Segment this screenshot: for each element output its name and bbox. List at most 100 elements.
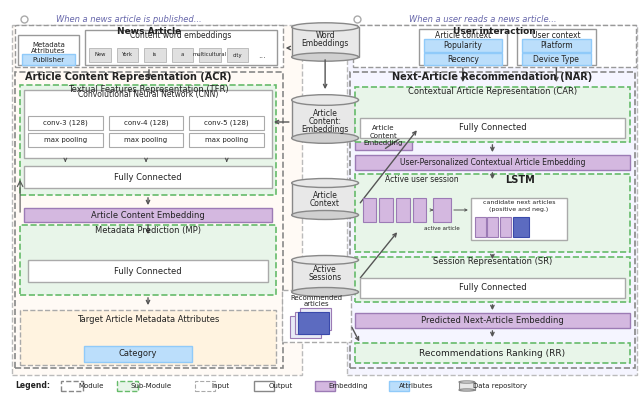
Bar bbox=[355, 120, 412, 150]
Ellipse shape bbox=[292, 288, 358, 296]
Bar bbox=[349, 72, 635, 368]
Bar bbox=[195, 381, 215, 391]
Text: city: city bbox=[233, 52, 243, 58]
Bar bbox=[355, 343, 630, 363]
Bar bbox=[109, 133, 184, 147]
Bar bbox=[513, 217, 529, 237]
Text: max pooling: max pooling bbox=[124, 137, 168, 143]
Bar bbox=[89, 48, 111, 62]
Bar bbox=[413, 198, 426, 222]
Bar bbox=[488, 217, 499, 237]
Text: Attributes: Attributes bbox=[399, 383, 434, 389]
Bar bbox=[294, 312, 326, 334]
Text: News Article: News Article bbox=[117, 28, 181, 36]
Bar bbox=[24, 90, 272, 158]
Text: Sessions: Sessions bbox=[308, 274, 342, 282]
Text: Article: Article bbox=[313, 108, 337, 118]
Bar bbox=[24, 166, 272, 188]
Bar bbox=[355, 155, 630, 170]
Text: Fully Connected: Fully Connected bbox=[459, 284, 526, 292]
Bar bbox=[355, 87, 630, 142]
Text: Embedding: Embedding bbox=[364, 140, 403, 146]
Text: Target Article Metadata Attributes: Target Article Metadata Attributes bbox=[77, 314, 219, 324]
Bar bbox=[28, 116, 103, 130]
Bar bbox=[419, 29, 507, 65]
Text: Publisher: Publisher bbox=[33, 56, 65, 62]
Bar bbox=[199, 48, 221, 62]
Bar bbox=[15, 72, 283, 368]
Bar bbox=[116, 48, 138, 62]
Bar bbox=[290, 316, 321, 338]
Text: LSTM: LSTM bbox=[505, 175, 535, 185]
Ellipse shape bbox=[459, 389, 475, 391]
Text: Popularity: Popularity bbox=[444, 41, 483, 50]
Text: Module: Module bbox=[78, 383, 104, 389]
Ellipse shape bbox=[292, 95, 358, 105]
Bar bbox=[189, 116, 264, 130]
Ellipse shape bbox=[459, 381, 475, 383]
Text: Article: Article bbox=[372, 125, 394, 131]
Bar bbox=[360, 118, 625, 138]
Bar bbox=[433, 198, 451, 222]
Text: Metadata: Metadata bbox=[32, 42, 65, 48]
Text: conv-4 (128): conv-4 (128) bbox=[124, 120, 168, 126]
Bar bbox=[116, 381, 138, 391]
Bar bbox=[18, 35, 79, 65]
Bar bbox=[254, 381, 274, 391]
Text: Embeddings: Embeddings bbox=[301, 124, 349, 134]
Text: Embedding: Embedding bbox=[328, 383, 367, 389]
Bar bbox=[360, 278, 625, 298]
Bar bbox=[292, 183, 358, 215]
Bar bbox=[475, 217, 486, 237]
Text: (positive and neg.): (positive and neg.) bbox=[490, 206, 548, 212]
Text: articles: articles bbox=[303, 301, 329, 307]
Text: Output: Output bbox=[269, 383, 293, 389]
Text: Device Type: Device Type bbox=[533, 54, 579, 64]
Bar bbox=[389, 381, 409, 391]
Bar bbox=[292, 27, 358, 57]
Bar bbox=[84, 346, 192, 362]
Text: Attributes: Attributes bbox=[31, 48, 66, 54]
Bar bbox=[292, 100, 358, 138]
Text: Content:: Content: bbox=[308, 116, 342, 126]
Text: Content: Content bbox=[369, 133, 397, 139]
Ellipse shape bbox=[292, 256, 358, 264]
Bar bbox=[189, 133, 264, 147]
Bar bbox=[522, 53, 591, 65]
Text: Active user session: Active user session bbox=[385, 176, 458, 184]
Bar bbox=[20, 85, 276, 195]
Text: Platform: Platform bbox=[540, 41, 573, 50]
Text: is: is bbox=[153, 52, 157, 58]
Text: Article context: Article context bbox=[435, 32, 491, 40]
Bar bbox=[24, 208, 272, 222]
Bar bbox=[292, 260, 358, 292]
Bar bbox=[459, 382, 475, 390]
Bar bbox=[500, 217, 511, 237]
Ellipse shape bbox=[292, 23, 358, 31]
Bar bbox=[424, 39, 502, 52]
Bar bbox=[380, 198, 393, 222]
Bar bbox=[300, 308, 331, 330]
Text: Recommended: Recommended bbox=[291, 295, 342, 301]
Text: Legend:: Legend: bbox=[15, 382, 51, 390]
Bar bbox=[355, 313, 630, 328]
Text: conv-5 (128): conv-5 (128) bbox=[204, 120, 249, 126]
Bar bbox=[424, 53, 502, 65]
Bar bbox=[20, 310, 276, 365]
Text: Fully Connected: Fully Connected bbox=[114, 266, 182, 276]
Bar bbox=[355, 174, 630, 252]
Ellipse shape bbox=[292, 133, 358, 143]
Bar bbox=[347, 25, 637, 375]
Bar bbox=[471, 198, 567, 240]
Text: a: a bbox=[181, 52, 184, 58]
Text: Session Representation (SR): Session Representation (SR) bbox=[433, 258, 552, 266]
Bar bbox=[172, 48, 193, 62]
Bar bbox=[28, 260, 268, 282]
Bar bbox=[353, 25, 636, 67]
Bar bbox=[282, 290, 351, 342]
Bar bbox=[109, 116, 184, 130]
Text: Active: Active bbox=[313, 264, 337, 274]
Text: Input: Input bbox=[212, 383, 230, 389]
Text: Fully Connected: Fully Connected bbox=[459, 124, 526, 132]
Bar bbox=[522, 39, 591, 52]
